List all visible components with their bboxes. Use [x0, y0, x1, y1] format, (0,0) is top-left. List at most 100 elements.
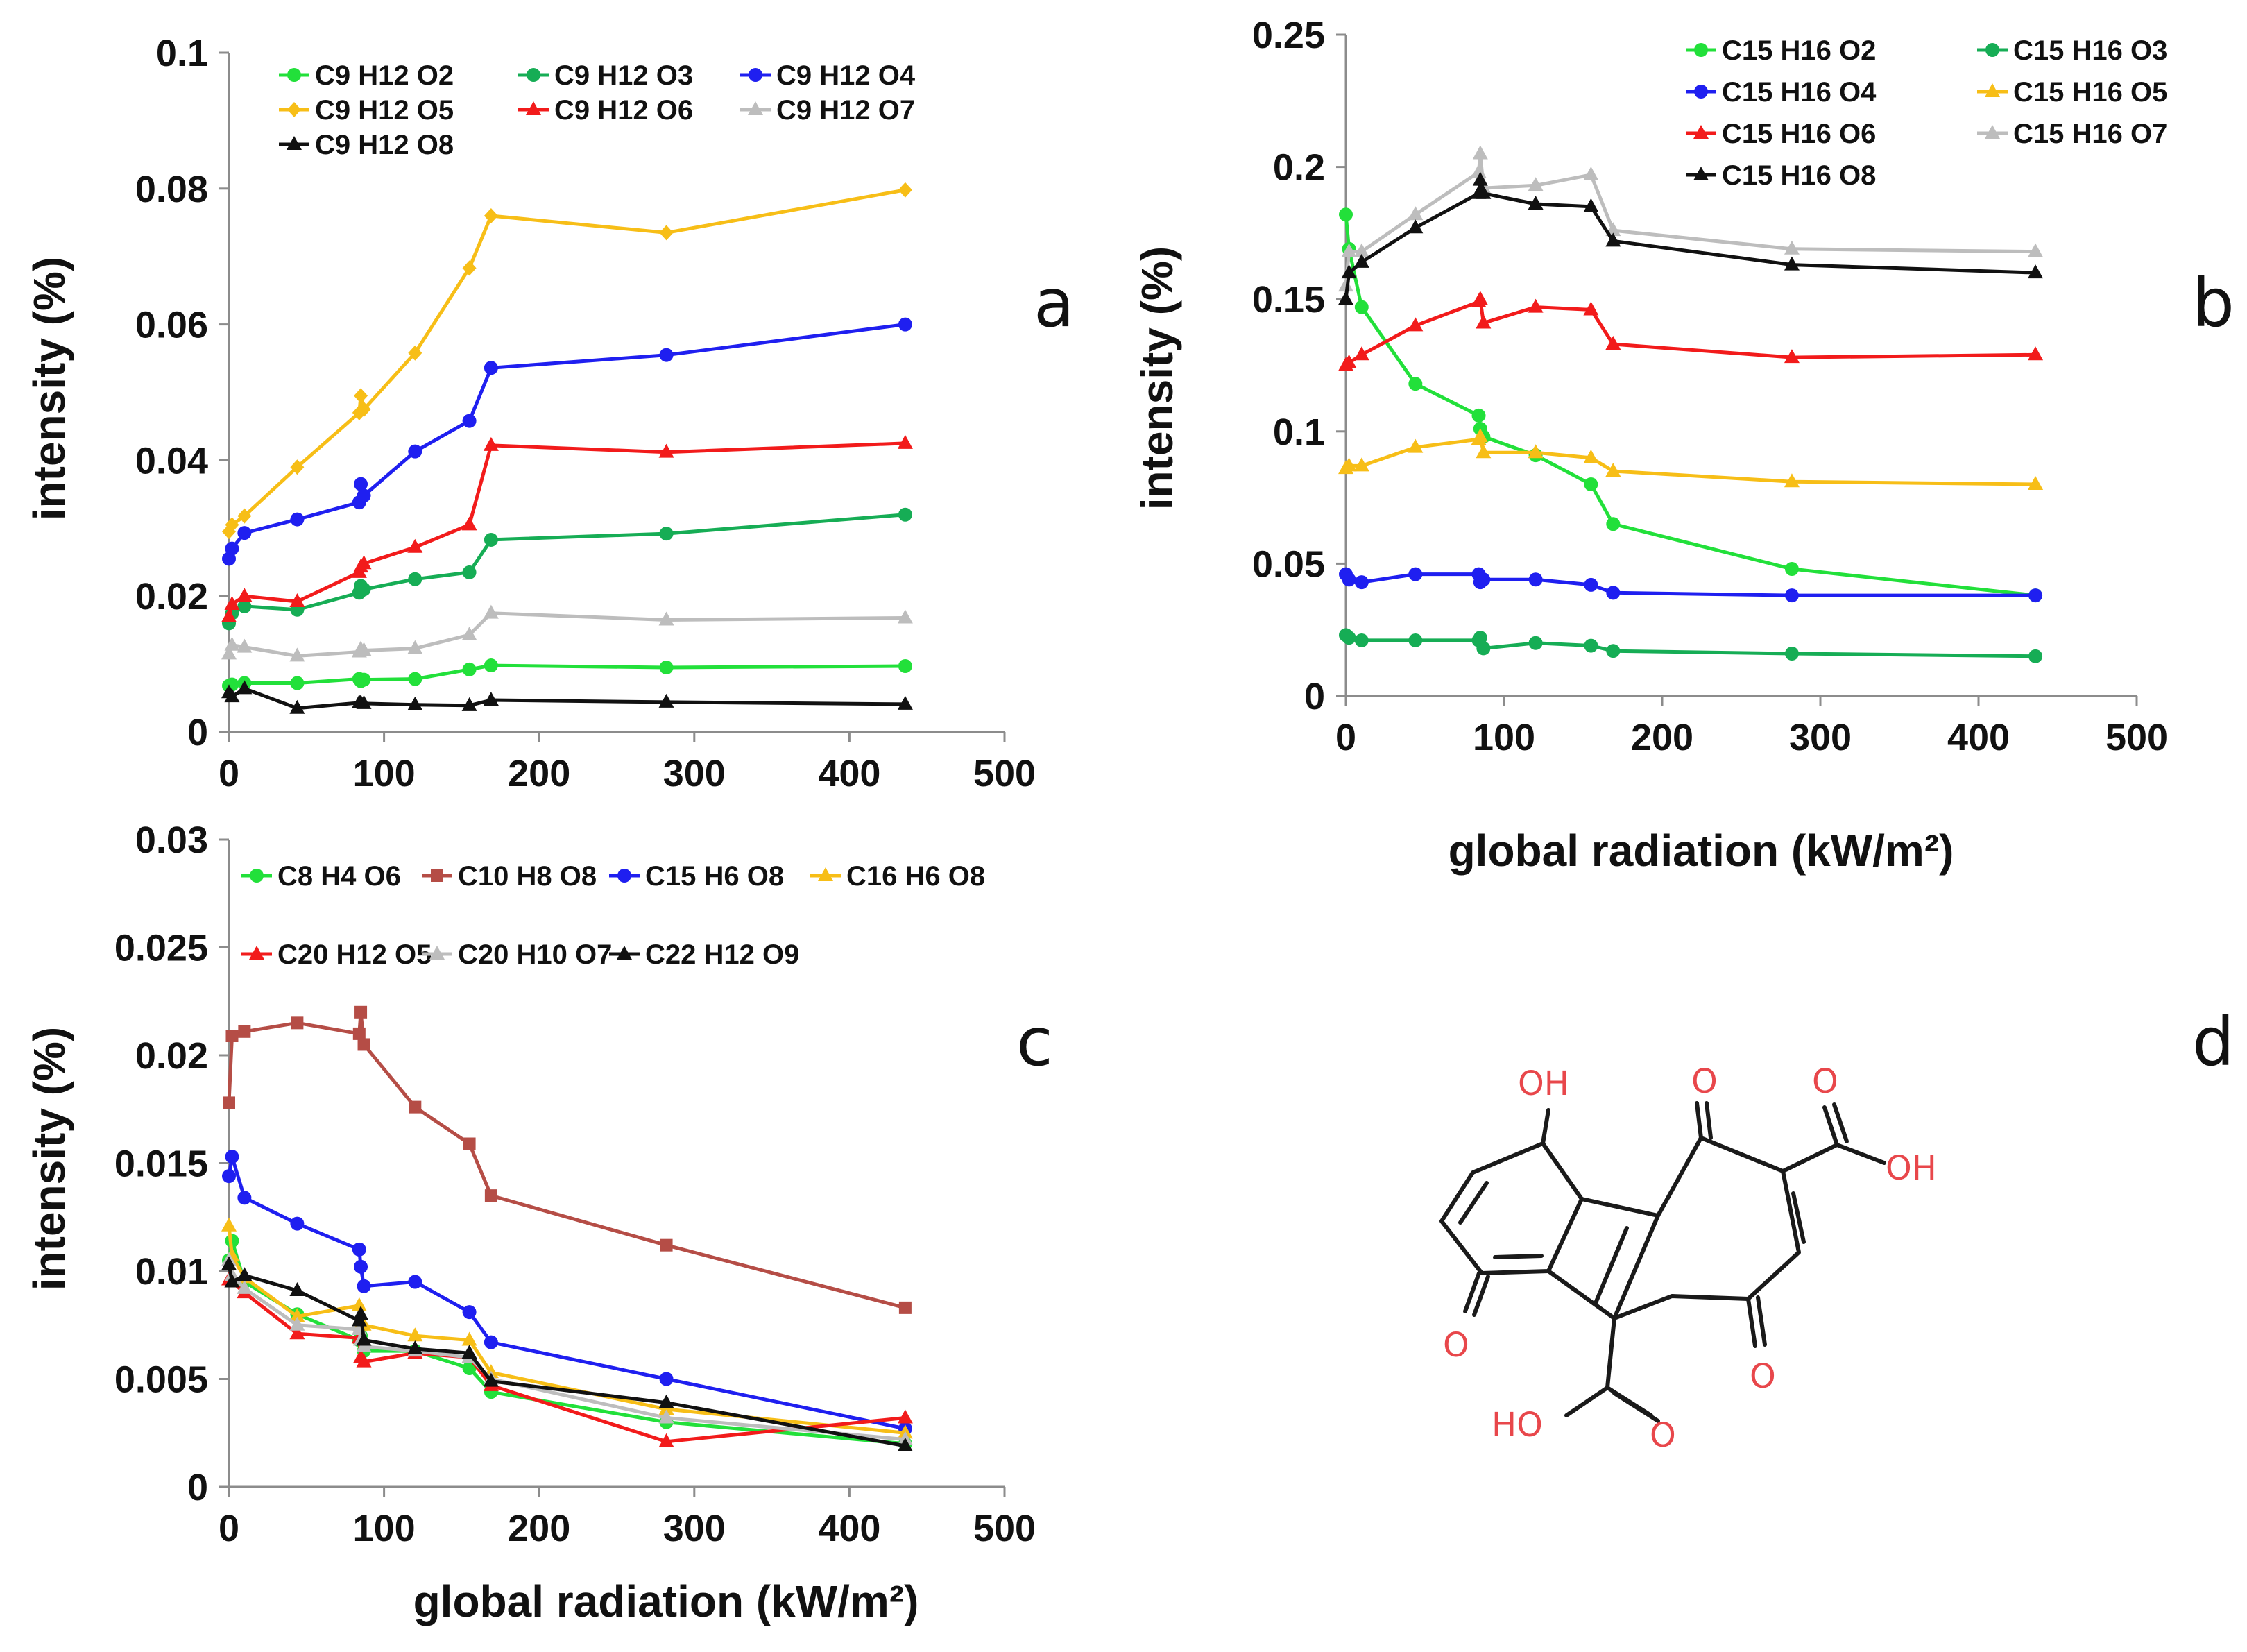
- data-point: [221, 1256, 237, 1270]
- data-point: [1605, 232, 1621, 247]
- legend-label: C9 H12 O7: [776, 95, 915, 126]
- data-point: [289, 1325, 305, 1340]
- data-point: [1353, 457, 1369, 472]
- series-c10-h8-o8: [223, 1005, 912, 1314]
- legend-swatch-marker: [617, 946, 632, 960]
- panel-c-ylabel: intensity (%): [24, 1027, 74, 1291]
- data-point: [484, 1335, 498, 1349]
- legend-label: C15 H16 O8: [1722, 160, 1876, 191]
- y-tick-label: 0.005: [114, 1359, 208, 1401]
- legend-label: C9 H12 O8: [315, 130, 454, 160]
- y-tick-label: 0.04: [135, 440, 208, 482]
- data-point: [225, 517, 239, 533]
- data-point: [237, 680, 253, 695]
- legend-label: C15 H16 O7: [2013, 119, 2167, 149]
- panel-a-legend: C9 H12 O2 C9 H12 O3 C9 H12 O4 C9 H12 O5 C9 H…: [279, 60, 916, 160]
- data-point: [356, 695, 372, 709]
- x-tick-label: 400: [818, 1508, 880, 1549]
- data-point: [461, 516, 477, 531]
- y-tick-label: 0.06: [135, 305, 208, 346]
- legend-entry: C15 H16 O6: [1686, 119, 1876, 149]
- data-point: [291, 1016, 304, 1030]
- y-tick-label: 0.02: [135, 576, 208, 618]
- data-point: [1605, 336, 1621, 350]
- data-point: [1476, 185, 1492, 199]
- data-point: [356, 642, 372, 656]
- data-point: [462, 414, 477, 428]
- data-point: [898, 317, 912, 332]
- data-point: [483, 691, 499, 706]
- panel-c-tick-labels: 0 0.005 0.01 0.015 0.02 0.025 0.03 0 100 200 300 40…: [114, 819, 1036, 1549]
- data-point: [1606, 586, 1621, 600]
- y-tick-label: 0.1: [156, 33, 208, 74]
- legend-entry: C9 H12 O7: [740, 95, 915, 126]
- data-point: [1584, 577, 1598, 592]
- data-point: [354, 477, 368, 491]
- data-point: [1472, 428, 1488, 443]
- data-point: [1784, 562, 1799, 577]
- legend-swatch-marker: [749, 68, 762, 82]
- data-point: [290, 512, 305, 527]
- panel-d-structure: d OH: [1439, 1003, 2235, 1455]
- data-point: [483, 1372, 499, 1387]
- data-point: [408, 572, 422, 586]
- data-point: [1528, 572, 1543, 587]
- data-point: [2028, 264, 2044, 279]
- data-point: [897, 695, 913, 710]
- legend-swatch-marker: [818, 867, 833, 881]
- legend-entry: C8 H4 O6: [241, 861, 401, 892]
- x-tick-label: 400: [818, 753, 880, 794]
- data-point: [898, 182, 912, 198]
- data-point: [1584, 477, 1598, 492]
- data-point: [407, 1340, 423, 1354]
- structure-label-o-acid-right: O: [1812, 1062, 1838, 1101]
- series-c15-h16-o8: [1338, 171, 2044, 305]
- data-point: [484, 1189, 497, 1202]
- data-point: [354, 1259, 368, 1274]
- data-point: [357, 488, 371, 503]
- data-point: [352, 1242, 366, 1257]
- series-c15-h16-o6: [1338, 291, 2044, 371]
- series-c15-h16-o5: [1338, 428, 2044, 491]
- data-point: [484, 207, 498, 223]
- legend-label: C9 H12 O2: [315, 60, 454, 91]
- structure-label-o-acid-bottom: O: [1650, 1416, 1676, 1455]
- data-point: [483, 436, 499, 451]
- data-point: [289, 699, 305, 714]
- data-point: [354, 1005, 368, 1019]
- panel-c-letter: c: [1016, 1003, 1053, 1081]
- legend-swatch-marker: [250, 869, 264, 883]
- y-tick-label: 0.25: [1252, 15, 1325, 56]
- data-point: [1606, 644, 1621, 658]
- data-point: [1528, 298, 1544, 313]
- data-point: [289, 593, 305, 608]
- data-point: [659, 348, 674, 362]
- legend-swatch-marker: [1694, 43, 1708, 57]
- x-tick-label: 300: [663, 753, 726, 794]
- series-c22-h12-o9: [221, 1256, 913, 1451]
- structure-label-o-ketone-bottom: O: [1750, 1357, 1776, 1396]
- y-tick-label: 0.15: [1252, 279, 1325, 321]
- legend-entry: C15 H16 O2: [1686, 35, 1876, 66]
- data-point: [1583, 198, 1599, 212]
- x-tick-label: 100: [353, 753, 416, 794]
- legend-swatch-marker: [617, 869, 631, 883]
- data-point: [409, 1100, 422, 1114]
- legend-entry: C15 H16 O3: [1977, 35, 2167, 66]
- data-point: [352, 1027, 366, 1040]
- data-point: [484, 361, 498, 375]
- data-point: [289, 1281, 305, 1296]
- data-point: [353, 1306, 369, 1320]
- data-point: [357, 1038, 370, 1051]
- legend-label: C9 H12 O6: [554, 95, 693, 126]
- data-point: [351, 1297, 367, 1311]
- y-tick-label: 0.1: [1273, 411, 1325, 453]
- x-tick-label: 500: [2105, 717, 2168, 758]
- data-point: [289, 647, 305, 662]
- structure-label-o-ketone-left: O: [1443, 1326, 1469, 1365]
- y-tick-label: 0.08: [135, 169, 208, 210]
- legend-label: C10 H8 O8: [458, 861, 597, 892]
- panel-b-ylabel: intensity (%): [1132, 246, 1182, 510]
- y-tick-label: 0: [187, 712, 208, 753]
- y-tick-label: 0: [187, 1467, 208, 1508]
